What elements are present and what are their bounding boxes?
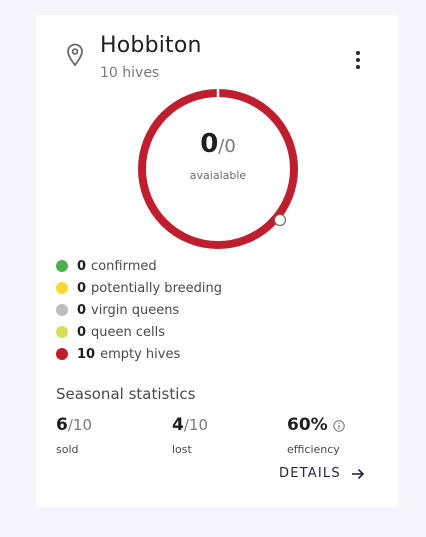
availability-donut (138, 88, 298, 249)
legend-item-potentially-breeding: 0 potentially breeding (56, 277, 222, 299)
arrow-right-icon (351, 468, 364, 479)
available-total: /0 (218, 136, 236, 157)
card-header: Hobbiton 10 hives (36, 15, 398, 95)
stat-lost: 4/10 lost (172, 415, 208, 456)
legend-item-confirmed: 0 confirmed (56, 255, 222, 277)
donut-center: 0/0 avaialable (136, 87, 300, 251)
status-legend: 0 confirmed 0 potentially breeding 0 vir… (56, 255, 222, 365)
available-count: 0/0 (200, 129, 236, 159)
stat-efficiency: 60% efficiency (287, 415, 345, 456)
info-icon[interactable] (333, 419, 345, 432)
hive-count: 10 hives (100, 65, 160, 81)
legend-item-empty-hives: 10 empty hives (56, 343, 222, 365)
legend-dot (56, 326, 68, 338)
details-label: DETAILS (279, 466, 341, 481)
available-label: avaialable (189, 169, 247, 182)
legend-dot (56, 348, 68, 360)
seasonal-statistics-heading: Seasonal statistics (56, 385, 196, 403)
legend-item-virgin-queens: 0 virgin queens (56, 299, 222, 321)
donut-handle-icon (273, 213, 287, 227)
details-button[interactable]: DETAILS (279, 466, 365, 481)
legend-dot (56, 260, 68, 272)
map-pin-icon (67, 43, 83, 67)
location-title: Hobbiton (100, 33, 202, 58)
stat-sold: 6/10 sold (56, 415, 92, 456)
legend-dot (56, 304, 68, 316)
legend-item-queen-cells: 0 queen cells (56, 321, 222, 343)
more-vert-icon[interactable] (350, 50, 366, 70)
hive-location-card: Hobbiton 10 hives 0/0 avaialable 0 confi… (36, 15, 398, 507)
legend-dot (56, 282, 68, 294)
